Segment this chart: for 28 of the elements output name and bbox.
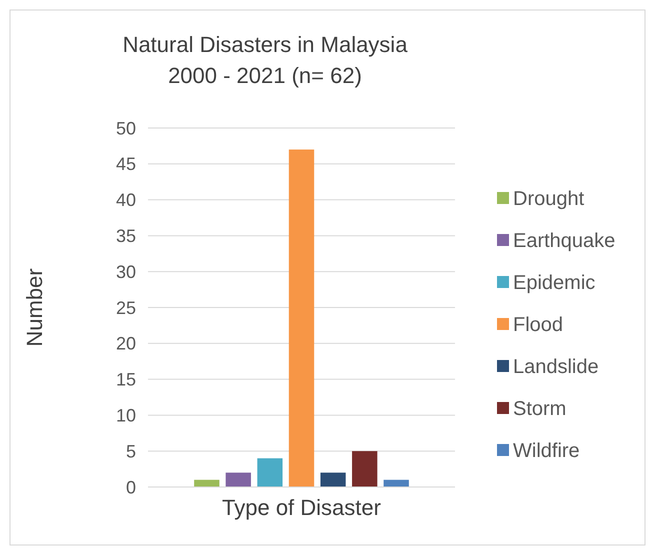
bar xyxy=(257,458,283,487)
y-tick-label: 50 xyxy=(116,118,136,138)
y-tick-label: 45 xyxy=(116,154,136,174)
chart-title: Natural Disasters in Malaysia 2000 - 2021 (n= 62) xyxy=(122,32,408,88)
legend-label: Landslide xyxy=(513,356,599,378)
y-tick-label: 40 xyxy=(116,190,136,210)
y-tick-label: 30 xyxy=(116,262,136,282)
y-axis-title: Number xyxy=(22,268,47,347)
legend-label: Wildfire xyxy=(513,440,580,462)
y-tick-label: 10 xyxy=(116,406,136,426)
y-tick-label: 20 xyxy=(116,334,136,354)
y-tick-label: 25 xyxy=(116,298,136,318)
bar xyxy=(226,472,251,487)
y-tick-label: 0 xyxy=(126,477,136,498)
y-tick-label: 5 xyxy=(126,441,136,462)
legend-label: Epidemic xyxy=(513,272,596,294)
bar xyxy=(384,480,409,487)
legend-label: Earthquake xyxy=(513,230,616,252)
bar xyxy=(352,451,378,487)
legend-label: Storm xyxy=(513,398,566,420)
x-axis-title: Type of Disaster xyxy=(222,495,381,520)
y-tick-label: 15 xyxy=(116,370,136,390)
legend-label: Flood xyxy=(513,314,564,336)
bar xyxy=(194,480,220,487)
bar xyxy=(320,472,346,487)
y-tick-label: 35 xyxy=(116,226,136,246)
bar xyxy=(288,150,314,487)
legend-label: Drought xyxy=(513,188,585,210)
